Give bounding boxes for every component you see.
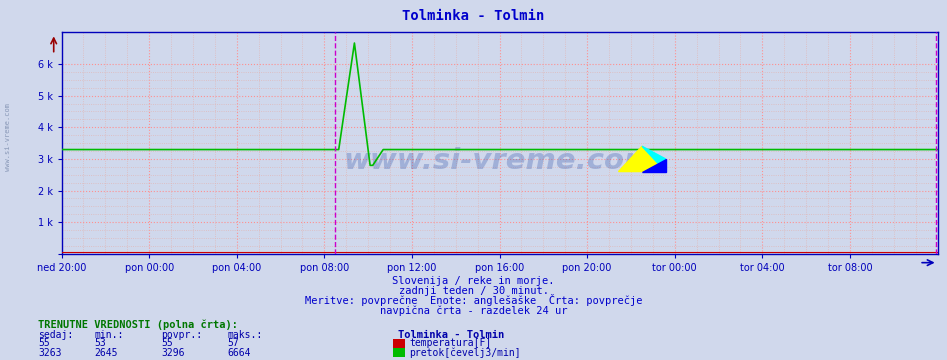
Polygon shape (618, 146, 666, 172)
Text: www.si-vreme.com: www.si-vreme.com (5, 103, 10, 171)
Text: 3263: 3263 (38, 348, 62, 358)
Text: 57: 57 (227, 338, 239, 348)
Text: Slovenija / reke in morje.: Slovenija / reke in morje. (392, 276, 555, 286)
Text: temperatura[F]: temperatura[F] (409, 338, 491, 348)
Text: 3296: 3296 (161, 348, 185, 358)
Text: TRENUTNE VREDNOSTI (polna črta):: TRENUTNE VREDNOSTI (polna črta): (38, 319, 238, 330)
Text: www.si-vreme.com: www.si-vreme.com (344, 147, 655, 175)
Text: maks.:: maks.: (227, 330, 262, 340)
Text: Tolminka - Tolmin: Tolminka - Tolmin (402, 9, 545, 23)
Text: sedaj:: sedaj: (38, 330, 73, 340)
Text: 53: 53 (95, 338, 106, 348)
Text: pretok[čevelj3/min]: pretok[čevelj3/min] (409, 347, 521, 358)
Text: navpična črta - razdelek 24 ur: navpična črta - razdelek 24 ur (380, 306, 567, 316)
Text: Meritve: povprečne  Enote: anglešaške  Črta: povprečje: Meritve: povprečne Enote: anglešaške Črt… (305, 294, 642, 306)
Text: 6664: 6664 (227, 348, 251, 358)
Text: 2645: 2645 (95, 348, 118, 358)
Text: min.:: min.: (95, 330, 124, 340)
Text: 55: 55 (161, 338, 172, 348)
Text: 55: 55 (38, 338, 49, 348)
Text: povpr.:: povpr.: (161, 330, 202, 340)
Text: zadnji teden / 30 minut.: zadnji teden / 30 minut. (399, 286, 548, 296)
Polygon shape (642, 146, 666, 172)
Text: Tolminka - Tolmin: Tolminka - Tolmin (398, 330, 504, 340)
Polygon shape (642, 159, 666, 172)
